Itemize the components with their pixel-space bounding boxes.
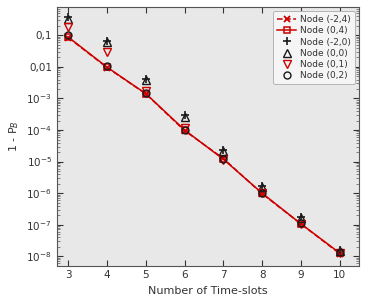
Line: Node (-2,4): Node (-2,4)	[65, 35, 343, 257]
Node (0,0)	[260, 185, 264, 189]
Node (0,2)	[105, 64, 109, 68]
Node (0,0)	[299, 216, 303, 220]
Node (-2,4)	[66, 36, 71, 39]
Node (0,1)	[221, 158, 225, 161]
Node (0,0)	[144, 78, 148, 81]
Node (0,4)	[182, 128, 187, 132]
Node (0,0)	[221, 150, 225, 153]
Line: Node (0,1): Node (0,1)	[64, 23, 344, 257]
Node (0,2)	[144, 92, 148, 95]
Line: Node (0,0): Node (0,0)	[64, 16, 344, 255]
Node (-2,4)	[105, 66, 109, 69]
Node (-2,0)	[182, 114, 187, 117]
Node (0,1)	[144, 89, 148, 93]
Node (0,2)	[66, 33, 71, 37]
Node (-2,4)	[337, 252, 342, 255]
Node (-2,4)	[260, 192, 264, 196]
Node (-2,0)	[66, 15, 71, 19]
Node (0,1)	[105, 50, 109, 54]
Node (-2,4)	[144, 92, 148, 96]
Line: Node (-2,0): Node (-2,0)	[64, 13, 344, 254]
Node (0,4)	[299, 222, 303, 226]
Node (-2,0)	[260, 184, 264, 188]
Node (0,2)	[260, 191, 264, 195]
Node (0,2)	[299, 221, 303, 225]
Node (0,4)	[66, 35, 71, 39]
Node (-2,0)	[221, 148, 225, 152]
Node (-2,0)	[144, 77, 148, 81]
Node (-2,0)	[105, 39, 109, 43]
Node (0,2)	[221, 157, 225, 161]
Node (0,4)	[144, 92, 148, 95]
Node (0,1)	[260, 191, 264, 195]
Node (0,1)	[66, 25, 71, 28]
Node (-2,4)	[221, 157, 225, 160]
Node (-2,4)	[299, 222, 303, 226]
Node (0,2)	[182, 128, 187, 132]
Node (0,4)	[105, 65, 109, 69]
Line: Node (0,2): Node (0,2)	[65, 31, 343, 256]
Node (-2,4)	[182, 129, 187, 132]
Node (0,0)	[337, 249, 342, 253]
Line: Node (0,4): Node (0,4)	[66, 35, 343, 256]
Node (-2,0)	[337, 248, 342, 252]
Node (0,0)	[105, 41, 109, 44]
Legend: Node (-2,4), Node (0,4), Node (-2,0), Node (0,0), Node (0,1), Node (0,2): Node (-2,4), Node (0,4), Node (-2,0), No…	[273, 12, 355, 84]
Node (0,1)	[182, 126, 187, 130]
Node (0,2)	[337, 251, 342, 254]
Node (0,4)	[221, 158, 225, 161]
Y-axis label: 1 - P$_B$: 1 - P$_B$	[7, 120, 21, 152]
Node (0,4)	[337, 251, 342, 255]
Node (0,4)	[260, 191, 264, 195]
Node (0,1)	[337, 251, 342, 255]
X-axis label: Number of Time-slots: Number of Time-slots	[148, 286, 268, 296]
Node (0,1)	[299, 222, 303, 226]
Node (0,0)	[182, 115, 187, 119]
Node (0,0)	[66, 18, 71, 21]
Node (-2,0)	[299, 215, 303, 218]
